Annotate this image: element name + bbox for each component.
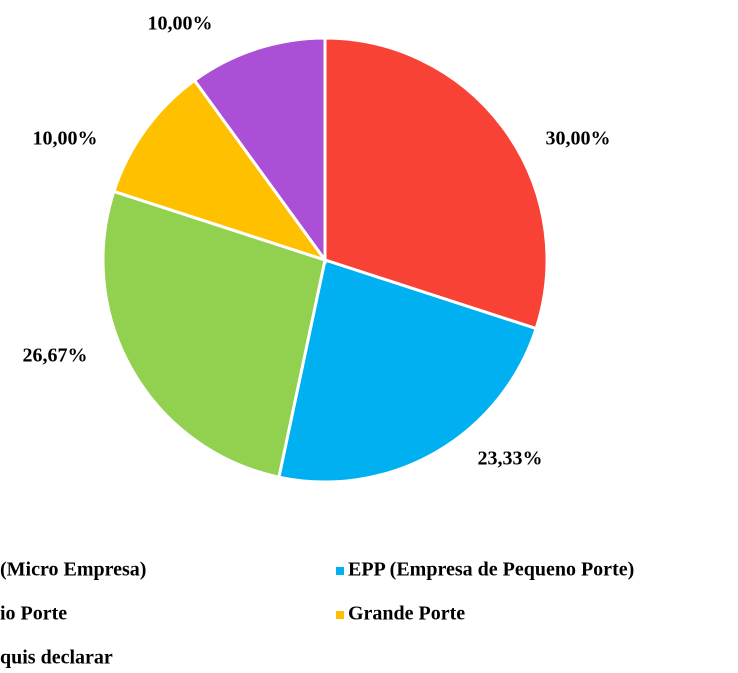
legend-label: quis declarar (0, 647, 113, 669)
legend-label: (Micro Empresa) (0, 559, 146, 581)
pie-slice (192, 36, 327, 265)
legend-marker (336, 611, 344, 619)
legend-marker (336, 567, 344, 575)
data-label: 23,33% (478, 448, 543, 470)
pie-slice (323, 36, 549, 331)
pie-slice (111, 78, 329, 263)
data-label: 10,00% (148, 13, 213, 35)
data-label: 26,67% (23, 345, 88, 367)
data-label: 30,00% (546, 128, 611, 150)
pie-slice (277, 258, 539, 484)
legend-label: Grande Porte (348, 603, 465, 625)
legend-label: io Porte (0, 603, 67, 625)
pie-slice (101, 189, 327, 479)
data-label: 10,00% (33, 128, 98, 150)
legend-label: EPP (Empresa de Pequeno Porte) (348, 559, 634, 581)
